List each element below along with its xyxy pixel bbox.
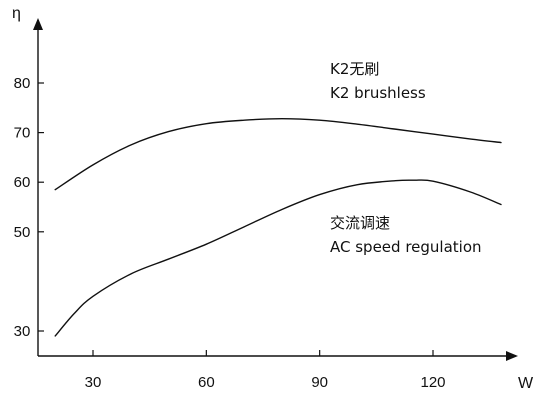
- x-tick-label: 30: [85, 374, 102, 391]
- x-tick-label: 60: [198, 374, 215, 391]
- annotation-ac-line-en: AC speed regulation: [330, 238, 482, 256]
- x-tick-label: 120: [420, 374, 445, 391]
- axes: [33, 18, 518, 361]
- y-tick-label: 60: [14, 174, 31, 191]
- series-ac-speed-regulation-line: [54, 179, 502, 337]
- x-ticks: 30 60 90 120: [85, 350, 446, 391]
- annotation-k2-line-en: K2 brushless: [330, 84, 426, 102]
- series-k2-brushless-line: [54, 118, 502, 191]
- y-tick-label: 50: [14, 224, 31, 241]
- annotation-k2-brushless: K2无刷 K2 brushless: [330, 60, 426, 102]
- y-tick-label: 70: [14, 125, 31, 142]
- y-axis-label: η: [12, 5, 21, 22]
- x-tick-label: 90: [311, 374, 328, 391]
- y-tick-label: 30: [14, 323, 31, 340]
- series-layer: [54, 118, 502, 337]
- annotation-ac-speed-regulation: 交流调速 AC speed regulation: [330, 214, 482, 256]
- y-ticks: 30 50 60 70 80: [14, 75, 44, 340]
- x-axis-label: W: [518, 375, 534, 392]
- y-tick-label: 80: [14, 75, 31, 92]
- annotation-k2-line-cn: K2无刷: [330, 60, 379, 78]
- annotation-ac-line-cn: 交流调速: [330, 214, 390, 232]
